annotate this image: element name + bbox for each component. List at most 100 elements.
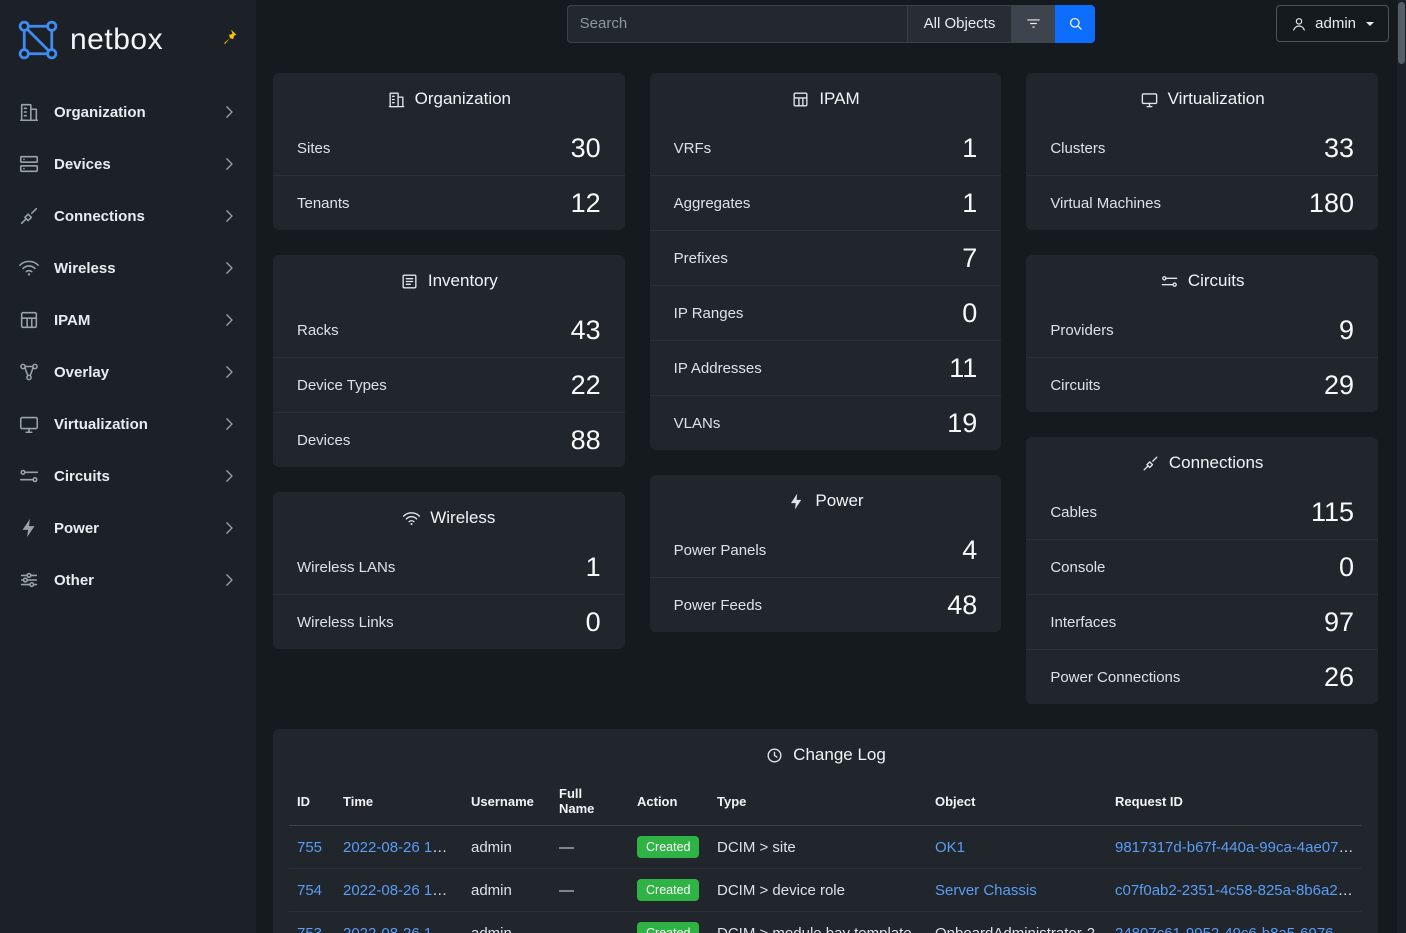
column-header-type: Type [709,777,927,826]
card-title: Change Log [273,729,1378,777]
sidebar-item-connections[interactable]: Connections [0,190,256,242]
change-log-card: Change Log ID Time Username Full Name [273,729,1378,933]
card-title: Connections [1026,437,1378,485]
stat-label: Power Connections [1050,669,1180,686]
log-time-link[interactable]: 2022-08-26 14:15 [343,925,461,933]
topbar: All Objects admin [256,0,1406,47]
chevron-right-icon [220,415,238,433]
filter-button[interactable] [1012,5,1055,43]
sidebar-item-other[interactable]: Other [0,554,256,606]
stat-value[interactable]: 48 [947,589,977,621]
card-title: Power [650,475,1002,523]
stat-value[interactable]: 115 [1311,496,1354,528]
cable-icon [1141,454,1160,473]
sidebar-item-virtualization[interactable]: Virtualization [0,398,256,450]
log-object-link[interactable]: OK1 [935,839,965,856]
sidebar-item-wireless[interactable]: Wireless [0,242,256,294]
log-id-link[interactable]: 755 [297,839,322,856]
scrollbar-thumb[interactable] [1398,2,1405,64]
stat-value[interactable]: 9 [1339,314,1354,346]
stat-label: Prefixes [674,250,728,267]
scrollbar[interactable] [1397,0,1406,933]
log-username: admin [463,826,551,869]
stat-value[interactable]: 0 [962,297,977,329]
stat-value[interactable]: 22 [571,369,601,401]
log-object-link[interactable]: Server Chassis [935,882,1037,899]
log-id-link[interactable]: 753 [297,925,322,933]
caret-down-icon [1366,22,1374,26]
column-header-username: Username [463,777,551,826]
chevron-right-icon [220,103,238,121]
stat-value[interactable]: 7 [962,242,977,274]
stat-label: IP Ranges [674,305,744,322]
sidebar-item-overlay[interactable]: Overlay [0,346,256,398]
stat-label: VRFs [674,140,712,157]
ipam-grid-icon [18,309,40,331]
chevron-right-icon [220,519,238,537]
bolt-icon [787,492,806,511]
main-area: All Objects admin Organization [256,0,1406,933]
stat-value[interactable]: 88 [571,424,601,456]
log-id-link[interactable]: 754 [297,882,322,899]
building-icon [18,101,40,123]
card-title-text: Wireless [430,508,495,528]
sidebar-menu: Organization Devices Connections Wireles… [0,80,256,606]
search-scope-button[interactable]: All Objects [907,5,1013,43]
stat-row: Power Panels 4 [650,523,1002,577]
search-button[interactable] [1055,5,1095,43]
circuits-card: Circuits Providers 9 Circuits 29 [1026,255,1378,412]
stat-value[interactable]: 19 [947,407,977,439]
inventory-icon [400,272,419,291]
log-time-link[interactable]: 2022-08-26 14:17 [343,882,461,899]
stat-label: Tenants [297,195,350,212]
stat-value[interactable]: 30 [571,132,601,164]
stat-value[interactable]: 0 [1339,551,1354,583]
stat-value[interactable]: 29 [1324,369,1354,401]
sliders-icon [18,569,40,591]
stat-label: Interfaces [1050,614,1116,631]
stat-value[interactable]: 1 [962,132,977,164]
stat-value[interactable]: 4 [962,534,977,566]
log-request-id-link[interactable]: c07f0ab2-2351-4c58-825a-8b6a2425a1ab [1115,882,1362,899]
stat-value[interactable]: 11 [949,352,977,384]
organization-card: Organization Sites 30 Tenants 12 [273,73,625,230]
transit-icon [1160,272,1179,291]
bolt-icon [18,517,40,539]
search-icon [1067,15,1084,32]
log-time-link[interactable]: 2022-08-26 14:22 [343,839,461,856]
stat-label: Power Feeds [674,597,762,614]
stat-row: Clusters 33 [1026,121,1378,175]
stat-value[interactable]: 1 [586,551,601,583]
card-title-text: IPAM [819,89,859,109]
sidebar-item-label: Other [54,572,94,589]
stat-value[interactable]: 1 [962,187,977,219]
column-header-id: ID [289,777,335,826]
stat-value[interactable]: 180 [1309,187,1354,219]
table-row: 753 2022-08-26 14:15 admin — Created DCI… [289,912,1362,933]
stat-value[interactable]: 97 [1324,606,1354,638]
card-title: Inventory [273,255,625,303]
sidebar-item-power[interactable]: Power [0,502,256,554]
log-request-id-link[interactable]: 9817317d-b67f-440a-99ca-4ae07ede94df [1115,839,1362,856]
stat-value[interactable]: 26 [1324,661,1354,693]
sidebar-item-circuits[interactable]: Circuits [0,450,256,502]
pin-sidebar-icon[interactable] [221,28,238,45]
stat-label: Aggregates [674,195,751,212]
brand-name: netbox [70,23,163,57]
stat-value[interactable]: 0 [586,606,601,638]
sidebar-item-ipam[interactable]: IPAM [0,294,256,346]
stat-value[interactable]: 43 [571,314,601,346]
card-title-text: Change Log [793,745,886,765]
stat-value[interactable]: 33 [1324,132,1354,164]
action-badge: Created [637,922,699,933]
brand-header: netbox [0,0,256,80]
log-request-id-link[interactable]: 24807c61-9952-49c6-b8a5-69760bfcc4b3 [1115,925,1362,933]
stat-value[interactable]: 12 [571,187,601,219]
sidebar-item-devices[interactable]: Devices [0,138,256,190]
stat-row: Wireless Links 0 [273,594,625,649]
sidebar-item-organization[interactable]: Organization [0,86,256,138]
transit-icon [18,465,40,487]
user-menu-button[interactable]: admin [1276,5,1389,42]
log-username: admin [463,869,551,912]
search-input[interactable] [567,5,907,43]
